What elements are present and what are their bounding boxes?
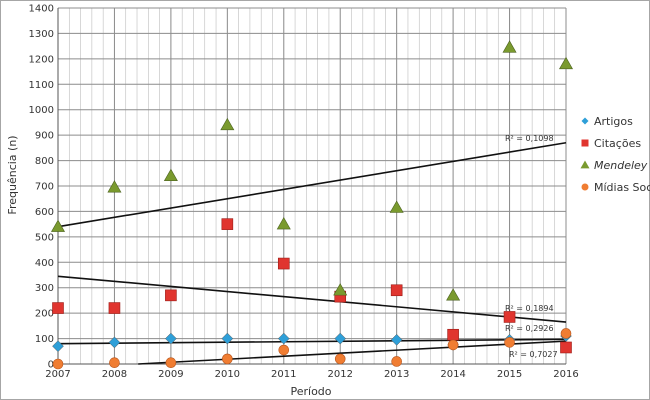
y-tick-label: 300 xyxy=(35,283,54,294)
y-tick-label: 1400 xyxy=(29,4,54,15)
data-point-triangle xyxy=(389,200,404,213)
data-point-diamond xyxy=(334,332,347,345)
data-point-circle xyxy=(560,328,572,339)
data-point-triangle xyxy=(502,40,517,53)
y-tick-label: 0 xyxy=(48,360,54,371)
legend-symbol-diamond xyxy=(581,117,589,125)
data-point-triangle xyxy=(163,168,178,182)
r2-label: R² = 0,7027 xyxy=(509,350,558,359)
trendline-artigos xyxy=(57,338,567,345)
x-axis-label: Período xyxy=(290,385,331,398)
data-point-triangle xyxy=(333,283,348,296)
y-tick-label: 100 xyxy=(35,334,54,345)
data-point-circle xyxy=(391,356,402,367)
legend-label: Mendeley xyxy=(594,159,648,172)
y-tick-label: 1100 xyxy=(29,80,54,91)
data-point-triangle xyxy=(107,180,122,193)
data-point-circle xyxy=(504,337,515,348)
y-tick-label: 700 xyxy=(35,182,54,193)
data-point-square xyxy=(277,257,290,270)
r2-label: R² = 0,2926 xyxy=(505,324,554,333)
y-tick-label: 1300 xyxy=(29,29,54,40)
x-tick-label: 2013 xyxy=(384,369,409,380)
y-axis-label: Frequência (n) xyxy=(6,135,19,214)
x-tick-label: 2014 xyxy=(440,369,465,380)
grid-lines xyxy=(57,7,567,365)
x-tick-label: 2012 xyxy=(327,369,352,380)
trendline-mendeley xyxy=(57,141,567,228)
legend-label: Artigos xyxy=(594,115,633,128)
data-point-circle xyxy=(334,353,346,365)
trendline-citações xyxy=(57,275,567,323)
data-point-diamond xyxy=(165,332,177,345)
data-point-square xyxy=(52,302,64,314)
data-marks xyxy=(50,40,574,370)
data-point-circle xyxy=(222,353,233,365)
data-point-triangle xyxy=(276,217,291,230)
data-point-diamond xyxy=(52,340,64,353)
data-point-square xyxy=(165,289,177,302)
legend-label: Mídias Sociais xyxy=(594,181,650,194)
legend-symbol-triangle xyxy=(580,160,590,169)
data-point-square xyxy=(221,218,234,230)
data-point-square xyxy=(503,311,516,323)
data-point-triangle xyxy=(220,117,235,131)
y-tick-label: 500 xyxy=(35,232,54,243)
y-tick-label: 1200 xyxy=(29,54,54,65)
axes: 0 100 200 300 400 500 600 700 800 900 1000 1100 1200… xyxy=(29,4,579,381)
data-point-triangle xyxy=(446,288,461,301)
x-tick-label: 2011 xyxy=(271,369,296,380)
data-point-circle xyxy=(447,339,459,351)
r2-label: R² = 0,1894 xyxy=(505,304,554,313)
x-tick-label: 2008 xyxy=(102,369,127,380)
legend: Artigos Citações Mendeley Mídias Sociais xyxy=(580,115,650,194)
y-tick-label: 400 xyxy=(35,258,54,269)
y-tick-label: 1000 xyxy=(29,105,54,116)
x-tick-label: 2010 xyxy=(215,369,240,380)
y-tick-label: 200 xyxy=(35,309,54,320)
x-tick-label: 2016 xyxy=(553,369,578,380)
data-point-circle xyxy=(165,357,177,369)
data-point-diamond xyxy=(277,332,290,345)
y-tick-label: 900 xyxy=(35,131,54,142)
r2-label: R² = 0,1098 xyxy=(505,134,554,143)
data-point-square xyxy=(560,341,572,354)
data-point-square xyxy=(108,302,121,314)
data-point-diamond xyxy=(390,333,403,346)
x-tick-label: 2009 xyxy=(158,369,183,380)
data-point-diamond xyxy=(108,336,121,349)
data-point-square xyxy=(390,284,403,297)
trendline-mídias-sociais xyxy=(138,340,567,365)
x-tick-label: 2015 xyxy=(497,369,522,380)
data-point-triangle xyxy=(50,219,66,232)
data-point-circle xyxy=(109,357,120,369)
data-point-square xyxy=(447,328,459,341)
legend-symbol-circle xyxy=(581,183,589,191)
data-point-diamond xyxy=(221,332,234,345)
trendlines: R² = 0,2926 R² = 0,1894 R² = 0,1098 R² = 0,… xyxy=(57,134,567,365)
data-point-circle xyxy=(52,358,64,370)
legend-label: Citações xyxy=(594,137,641,150)
data-point-circle xyxy=(278,344,290,356)
data-point-triangle xyxy=(558,56,574,70)
y-tick-label: 800 xyxy=(35,156,54,167)
y-tick-label: 600 xyxy=(35,207,54,218)
legend-symbol-square xyxy=(581,139,589,147)
x-tick-label: 2007 xyxy=(45,369,70,380)
